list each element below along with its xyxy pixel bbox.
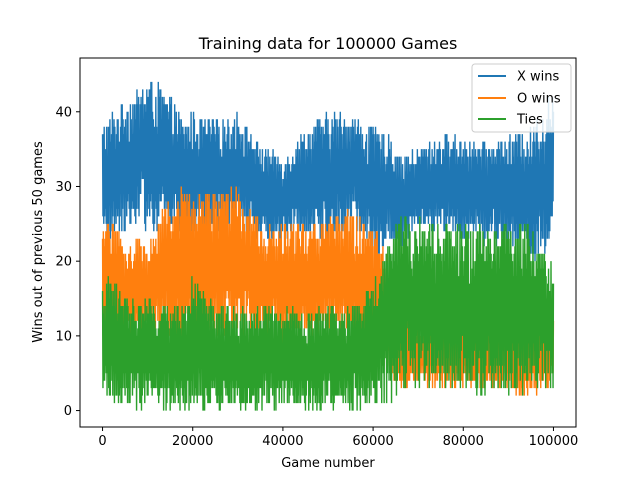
y-tick-label: 40: [55, 105, 72, 120]
x-axis-label: Game number: [281, 456, 375, 471]
series-line-ties: [101, 216, 555, 411]
x-tick-label: 100000: [529, 434, 579, 449]
x-tick-label: 20000: [172, 434, 213, 449]
x-axis: 0 20000 40000 60000 80000 100000: [98, 427, 578, 449]
legend-label-o-wins: O wins: [517, 92, 561, 107]
chart-title: Training data for 100000 Games: [198, 34, 458, 53]
series-layer: [101, 81, 555, 411]
legend: X wins O wins Ties: [471, 63, 572, 133]
y-tick-label: 30: [55, 180, 72, 195]
legend-label-ties: Ties: [516, 113, 543, 128]
plot-frame: [79, 57, 577, 428]
series-line-x-wins: [101, 81, 555, 262]
x-tick-label: 0: [98, 434, 106, 449]
legend-label-x-wins: X wins: [517, 70, 560, 85]
x-tick-label: 40000: [262, 434, 303, 449]
y-tick-label: 10: [55, 329, 72, 344]
y-tick-label: 0: [64, 404, 72, 419]
y-tick-label: 20: [55, 255, 72, 270]
y-axis-label: Wins out of previous 50 games: [31, 141, 46, 343]
x-tick-label: 60000: [352, 434, 393, 449]
y-axis: 0 10 20 30 40: [55, 105, 80, 419]
x-tick-label: 80000: [443, 434, 484, 449]
legend-box: [471, 63, 572, 133]
